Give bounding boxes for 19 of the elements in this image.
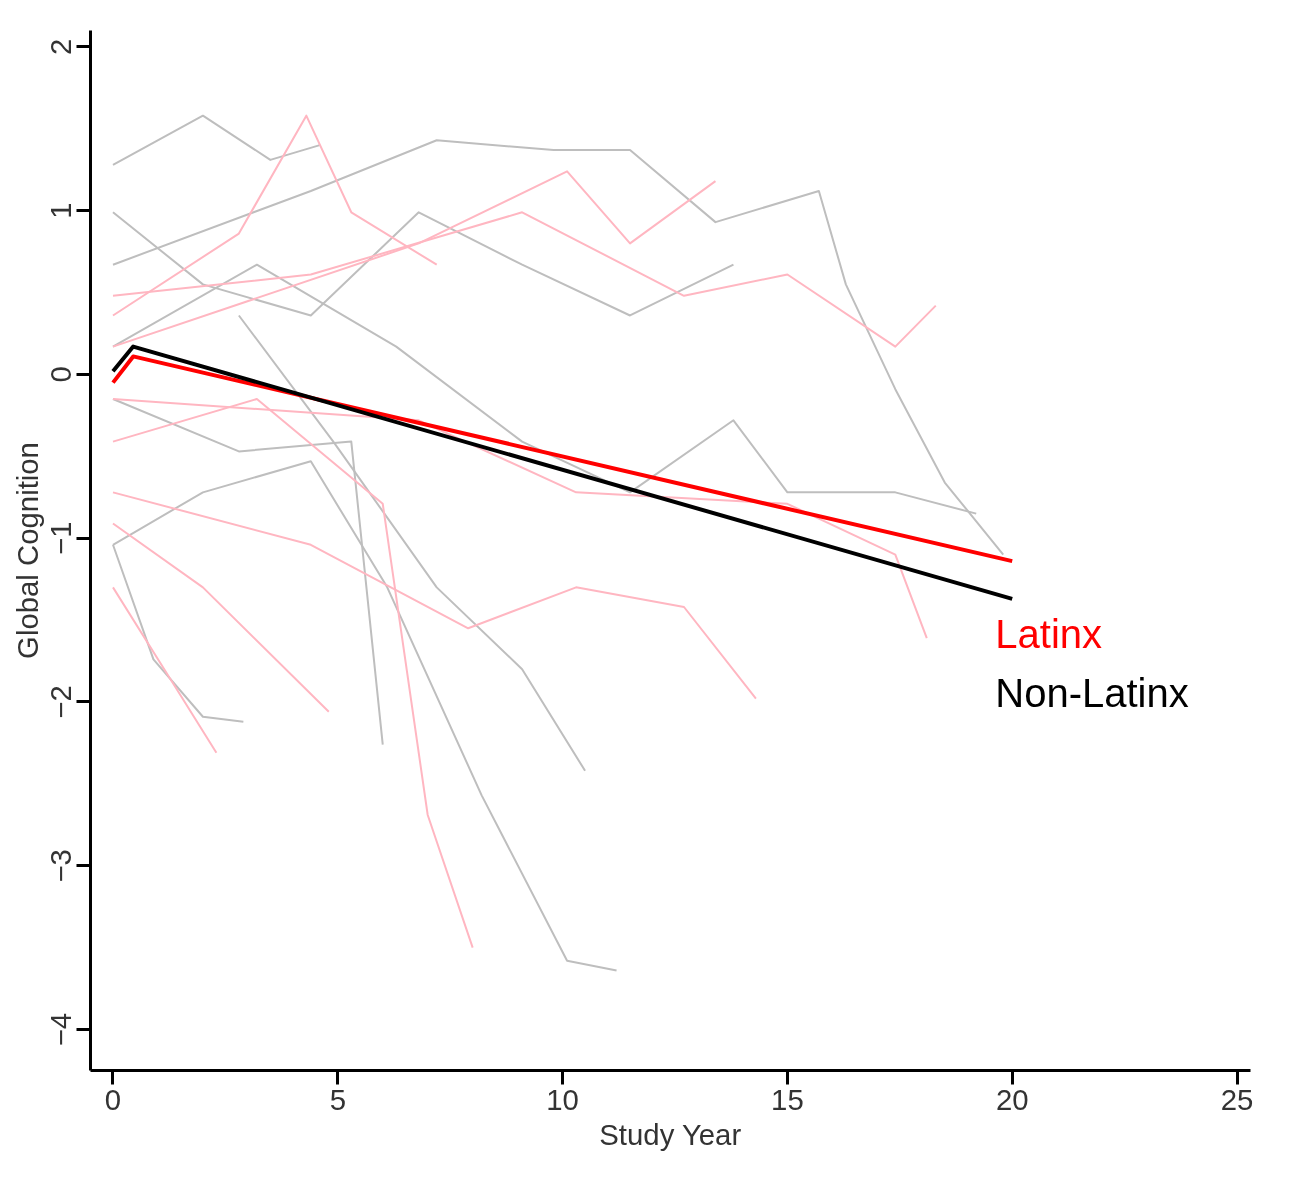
x-tick-label: 25 bbox=[1220, 1082, 1254, 1116]
y-tick-label: 2 bbox=[44, 38, 78, 56]
y-tick-label: −2 bbox=[44, 685, 78, 719]
line-series bbox=[111, 114, 321, 166]
y-tick-label: 1 bbox=[44, 202, 78, 219]
y-tick-label: −4 bbox=[44, 1012, 78, 1047]
x-tick-label: 20 bbox=[995, 1082, 1029, 1116]
series-label: Non-Latinx bbox=[995, 670, 1189, 715]
y-tick-label: −3 bbox=[44, 849, 78, 883]
y-axis-title: Global Cognition bbox=[10, 442, 44, 659]
x-tick-label: 0 bbox=[104, 1082, 122, 1116]
x-tick-label: 5 bbox=[329, 1082, 346, 1116]
series-label: Latinx bbox=[995, 611, 1103, 656]
x-axis-title: Study Year bbox=[599, 1117, 742, 1151]
line-series bbox=[111, 139, 1005, 556]
y-tick-label: −1 bbox=[44, 521, 78, 555]
x-tick-label: 15 bbox=[771, 1082, 804, 1116]
x-tick-label: 10 bbox=[546, 1082, 579, 1116]
y-tick-label: 0 bbox=[44, 366, 78, 383]
